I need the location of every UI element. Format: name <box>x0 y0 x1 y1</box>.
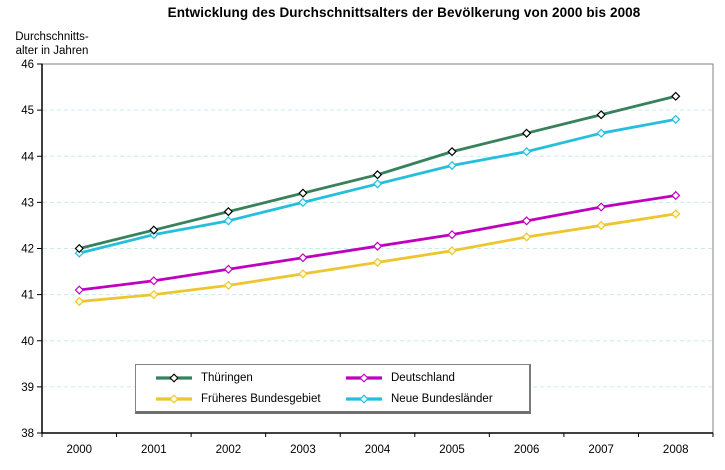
legend-label-thueringen: Thüringen <box>201 371 253 384</box>
legend-item-frueheres-bundesgebiet: Früheres Bundesgebiet <box>136 393 326 405</box>
svg-text:42: 42 <box>21 244 34 256</box>
svg-text:46: 46 <box>21 59 34 71</box>
svg-text:2004: 2004 <box>365 444 391 456</box>
svg-text:41: 41 <box>21 290 34 302</box>
legend-line-marker-frueheres-bundesgebiet <box>155 393 193 405</box>
chart-title: Entwicklung des Durchschnittsalters der … <box>167 5 641 20</box>
legend-label-frueheres-bundesgebiet: Früheres Bundesgebiet <box>201 392 321 405</box>
svg-text:43: 43 <box>21 197 34 209</box>
legend-item-neue-bundeslaender: Neue Bundesländer <box>326 393 529 405</box>
svg-text:2007: 2007 <box>588 444 614 456</box>
chart-legend: Thüringen Deutschland Früheres Bundesgeb… <box>135 364 531 414</box>
y-axis-unit-label: Durchschnitts- alter in Jahren <box>15 31 89 57</box>
legend-item-thueringen: Thüringen <box>136 372 326 384</box>
svg-text:45: 45 <box>21 105 34 117</box>
svg-text:40: 40 <box>21 336 34 348</box>
legend-line-marker-deutschland <box>345 372 383 384</box>
svg-text:44: 44 <box>21 151 34 163</box>
svg-text:38: 38 <box>21 428 34 440</box>
svg-text:2002: 2002 <box>216 444 242 456</box>
legend-label-deutschland: Deutschland <box>391 371 455 384</box>
svg-text:2003: 2003 <box>290 444 316 456</box>
svg-text:2005: 2005 <box>439 444 465 456</box>
legend-item-deutschland: Deutschland <box>326 372 529 384</box>
svg-text:2000: 2000 <box>66 444 92 456</box>
svg-text:39: 39 <box>21 382 34 394</box>
legend-line-marker-thueringen <box>155 372 193 384</box>
svg-text:2006: 2006 <box>514 444 540 456</box>
svg-text:2008: 2008 <box>663 444 689 456</box>
svg-text:2001: 2001 <box>141 444 167 456</box>
legend-line-marker-neue-bundeslaender <box>345 393 383 405</box>
legend-label-neue-bundeslaender: Neue Bundesländer <box>391 392 493 405</box>
